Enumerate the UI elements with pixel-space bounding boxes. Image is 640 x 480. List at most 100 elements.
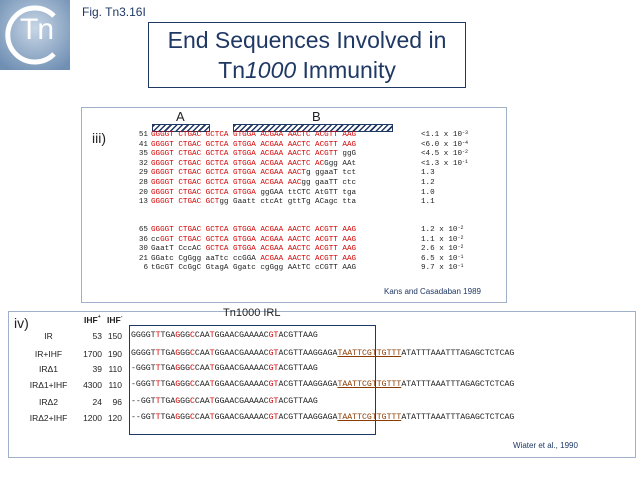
immunity-value: 6.5 x 10-1	[421, 253, 464, 263]
sequence-segment: GGGGT	[131, 331, 156, 340]
mutant-number: 41	[138, 140, 148, 149]
immunity-value: <1.1 x 10-3	[421, 130, 469, 140]
sequence-segment: GT	[268, 364, 279, 373]
sequence-segment: GGGGT CTGAC GCTCA GTGGA ACGAA AACTC ACGT…	[151, 226, 357, 234]
sequence-segment: TGA	[160, 331, 176, 340]
ihf-plus-value: 4300	[83, 380, 102, 390]
sequence-segment: GGAACGAAAAC	[214, 397, 269, 406]
mutant-number: 36	[138, 235, 148, 244]
sequence-segment: CAA	[194, 380, 210, 389]
sequence-segment: GGAACGAAAAC	[214, 380, 269, 389]
sequence-segment: ACGAA AACTC ACGTT AAG	[260, 254, 357, 263]
ihf-plus-value: 1700	[83, 349, 102, 359]
mutant-sequence: GGGGT CTGAC GCTgg Gaatt ctcAt gttTg ACag…	[151, 198, 421, 208]
sequence-segment: GGT CTGAC GCTCA GTGGA ACGAA AACTC ACGTT …	[160, 235, 357, 244]
sequence-segment: -GGGT	[131, 380, 156, 389]
panel-iii-label: iii)	[92, 130, 106, 146]
panel-iv	[8, 311, 636, 458]
sequence-segment: --GGT	[131, 397, 156, 406]
mutant-sequences-group-1: 51 GGGGT CTGAC GCTCA GTGGA ACGAA AACTC AC…	[134, 131, 468, 208]
sequence-segment: TAATTCGTTGTTT	[337, 380, 402, 389]
construct-name: IR+IHF	[34, 349, 63, 359]
sequence-segment: Ggg AAt	[324, 159, 357, 168]
immunity-value: 1.1 x 10-2	[421, 234, 464, 244]
sequence-segment: G	[175, 413, 181, 422]
sequence-segment: CAA	[194, 331, 210, 340]
sequence-segment: GGGGT CTGAC GCTCA GTGGA ACGAA AACTC ACGT…	[151, 140, 357, 149]
mutant-row: 29 GGGGT CTGAC GCTCA GTGGA ACGAA AACTg gg…	[134, 169, 468, 179]
ihf-plus-value: 39	[92, 364, 102, 374]
sequence-segment: TGA	[160, 413, 176, 422]
sequence-segment: T	[155, 413, 161, 422]
sequence-segment: C	[190, 380, 195, 389]
sequence-segment: T	[209, 413, 215, 422]
citation-wiater: Wiater et al., 1990	[513, 441, 578, 450]
mutant-number: 65	[138, 226, 148, 234]
immunity-exponent: -1	[457, 253, 464, 260]
mutant-row: 35 GGGGT CTGAC GCTCA GTGGA ACGAA AACTC AC…	[134, 150, 468, 160]
sequence-segment: ACGTTAAGGAGA	[278, 349, 338, 358]
citation-kans: Kans and Casadaban 1989	[384, 287, 481, 296]
sequence-segment: TAATTCGTTGTTT	[337, 413, 402, 422]
sequence-segment: T	[209, 331, 215, 340]
construct-name: IRΔ2+IHF	[29, 413, 68, 423]
immunity-exponent: -3	[462, 130, 469, 136]
sequence-segment: tGcGT CcGgC GtagA Ggatc cgGgg AAtTC cCGT…	[151, 264, 357, 273]
sequence-segment: GG	[180, 364, 190, 373]
sequence-segment: GGAACGAAAAC	[214, 364, 269, 373]
sequence-segment: C	[190, 364, 195, 373]
sequence-segment: G	[175, 349, 181, 358]
mutant-number: 30	[138, 245, 148, 254]
mutant-row: 21 GGatc CgGgg aaTtc ccGGA ACGAA AACTC AC…	[134, 253, 464, 265]
immunity-value: 1.3	[421, 169, 435, 178]
mutant-number: 13	[138, 198, 148, 207]
sequence-segment: ACGTTAAG	[278, 397, 318, 406]
irl-title: Tn1000 IRL	[223, 307, 281, 319]
immunity-exponent: -2	[457, 234, 464, 241]
sequence-segment: GT	[268, 331, 279, 340]
sequence-segment: G	[175, 364, 181, 373]
figure-label: Fig. Tn3.16I	[82, 5, 146, 19]
title-line-2: Tn1000 Immunity	[218, 57, 396, 83]
construct-sequence: --GGTTTGAGGGCCAATGGAACGAAAACGTACGTTAAG	[131, 397, 318, 406]
mutant-number: 20	[138, 188, 148, 197]
mutant-number: 6	[143, 264, 148, 273]
construct-sequence: GGGGTTTGAGGGCCAATGGAACGAAAACGTACGTTAAGGA…	[131, 349, 514, 358]
ihf-plus-value: 53	[92, 331, 102, 341]
sequence-segment: GG	[180, 349, 190, 358]
mutant-sequence: GGGGT CTGAC GCTCA GTGGA ACGAA AACTC ACGT…	[151, 131, 421, 141]
construct-name: IRΔ2	[39, 397, 58, 407]
sequence-segment: T	[155, 380, 161, 389]
sequence-segment: GT	[268, 349, 279, 358]
col-header-ihf-plus: IHF+	[84, 314, 101, 326]
region-b-label: B	[312, 109, 321, 124]
immunity-exponent: -4	[462, 139, 469, 146]
region-a-bar	[152, 124, 210, 132]
sequence-segment: ACGTTAAG	[278, 364, 318, 373]
mutant-number: 32	[138, 159, 148, 168]
immunity-value: 2.6 x 10-2	[421, 244, 464, 254]
sequence-segment: T	[209, 380, 215, 389]
mutant-row: 41 GGGGT CTGAC GCTCA GTGGA ACGAA AACTC AC…	[134, 139, 469, 151]
sequence-segment: --GGT	[131, 413, 156, 422]
sequence-segment: GGGGT CTGAC GCTCA GTGGA ACGAA AAC	[151, 178, 302, 187]
sequence-segment: GGGGT CTGAC GCT	[151, 198, 220, 207]
sequence-segment: GGGGT CTGAC GCTCA GTGGA ACGAA AACTC ACGT…	[151, 131, 357, 139]
panel-iii	[81, 107, 507, 303]
mutant-row: 51 GGGGT CTGAC GCTCA GTGGA ACGAA AACTC AC…	[134, 131, 468, 141]
irl-box	[129, 325, 376, 435]
mutant-row: 30 GaatT CccAC GCTCA GTGGA ACGAA AACTC AC…	[134, 244, 464, 255]
mutant-sequence: tGcGT CcGgC GtagA Ggatc cgGgg AAtTC cCGT…	[151, 264, 421, 274]
mutant-sequence: GGGGT CTGAC GCTCA GTGGA ACGAA AACTC ACGT…	[151, 141, 421, 151]
sequence-segment: C	[190, 331, 195, 340]
mutant-row: 20 GGGGT CTGAC GCTCA GTGGA ggGAA ttCTC At…	[134, 189, 468, 199]
sequence-segment: GGAACGAAAAC	[214, 331, 269, 340]
immunity-value: <4.5 x 10-2	[421, 149, 469, 159]
sequence-segment: T	[209, 397, 215, 406]
sequence-segment: GGGGT CTGAC GCTCA GTGGA ACGAA AACTC ACGT…	[151, 150, 343, 159]
sequence-segment: G	[175, 380, 181, 389]
sequence-segment: GG	[180, 380, 190, 389]
mutant-number: 28	[138, 178, 148, 187]
panel-iv-label: iv)	[14, 315, 29, 331]
sequence-segment: TGA	[160, 380, 176, 389]
